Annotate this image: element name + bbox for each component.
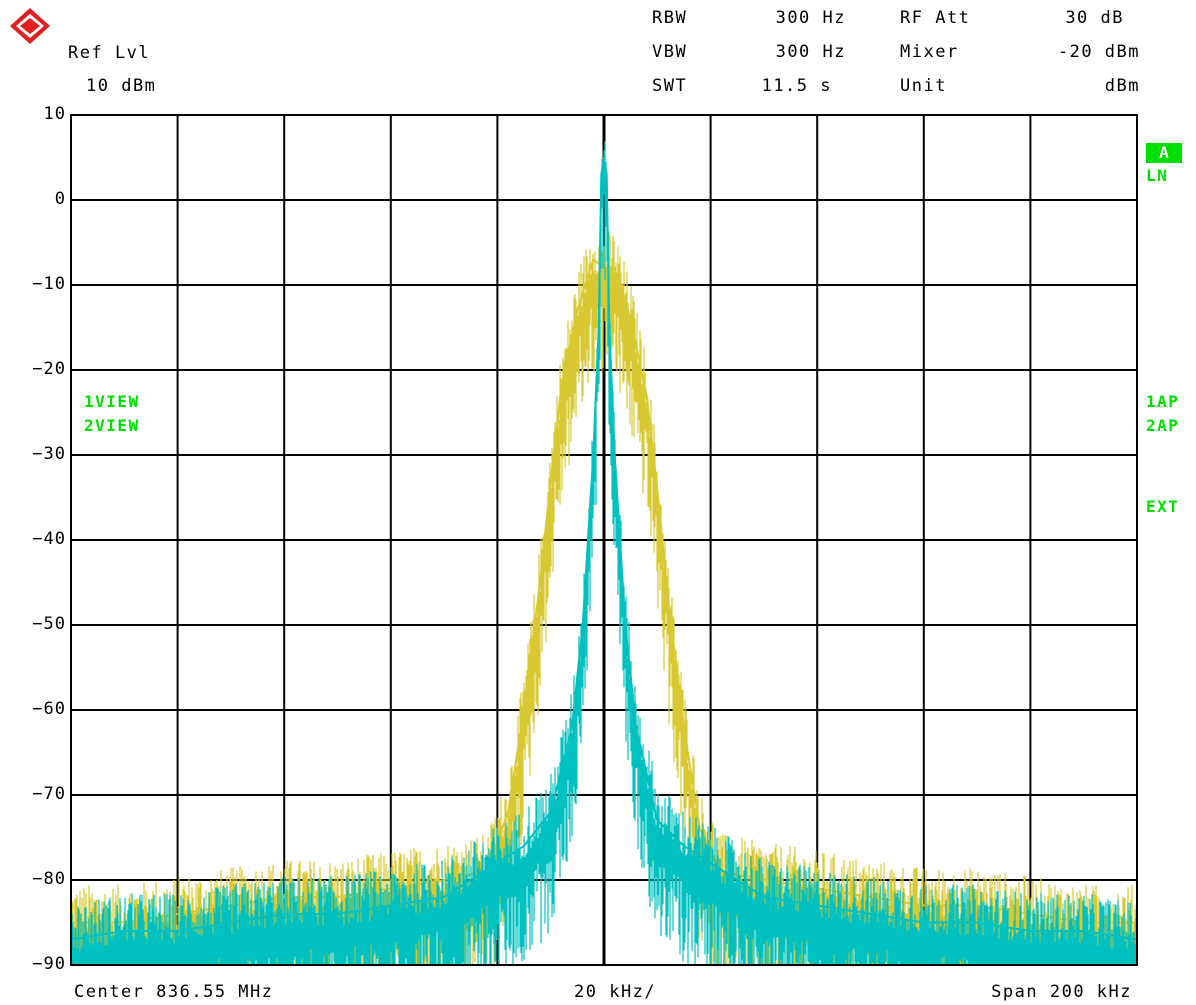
plot-frame [70,114,1138,966]
y-tick-label: −40 [32,529,66,549]
unit-value: dBm [1104,76,1140,96]
traces [70,141,1138,965]
y-tick-label: −10 [32,274,66,294]
rs-logo-icon [8,6,60,46]
ext-label: EXT [1146,497,1180,516]
plot-border [70,114,1138,966]
span-value: Span 200 kHz [991,982,1132,1002]
unit-label: Unit [900,76,947,96]
trace1-ap-label: 1AP [1146,392,1180,411]
swt-label: SWT [652,76,688,96]
ref-level-label: Ref Lvl [68,43,151,63]
trace1-view-label: 1VIEW [84,392,140,411]
trace-a-badge: A [1146,143,1182,163]
vbw-label: VBW [652,42,688,62]
rbw-label: RBW [652,8,688,28]
rf-att-label: RF Att [900,8,971,28]
ln-label: LN [1146,166,1169,185]
y-tick-label: 10 [43,104,66,124]
vbw-value: 300 Hz [775,42,846,62]
rf-att-value: 30 dB [1065,8,1124,28]
center-frequency: Center 836.55 MHz [74,982,274,1002]
mixer-label: Mixer [900,42,959,62]
mixer-value: -20 dBm [1057,42,1140,62]
trace2-view-label: 2VIEW [84,416,140,435]
trace-2-line [70,157,1138,941]
grid [70,114,1138,966]
y-tick-label: −70 [32,784,66,804]
ref-level-value: 10 dBm [86,76,157,96]
frequency-per-division: 20 kHz/ [574,982,657,1002]
y-tick-label: 0 [54,189,66,209]
y-tick-label: −50 [32,614,66,634]
y-tick-label: −90 [32,954,66,974]
y-tick-label: −30 [32,444,66,464]
y-tick-label: −20 [32,359,66,379]
y-tick-label: −80 [32,869,66,889]
rbw-value: 300 Hz [775,8,846,28]
trace2-ap-label: 2AP [1146,416,1180,435]
y-tick-label: −60 [32,699,66,719]
swt-value: 11.5 s [761,76,832,96]
